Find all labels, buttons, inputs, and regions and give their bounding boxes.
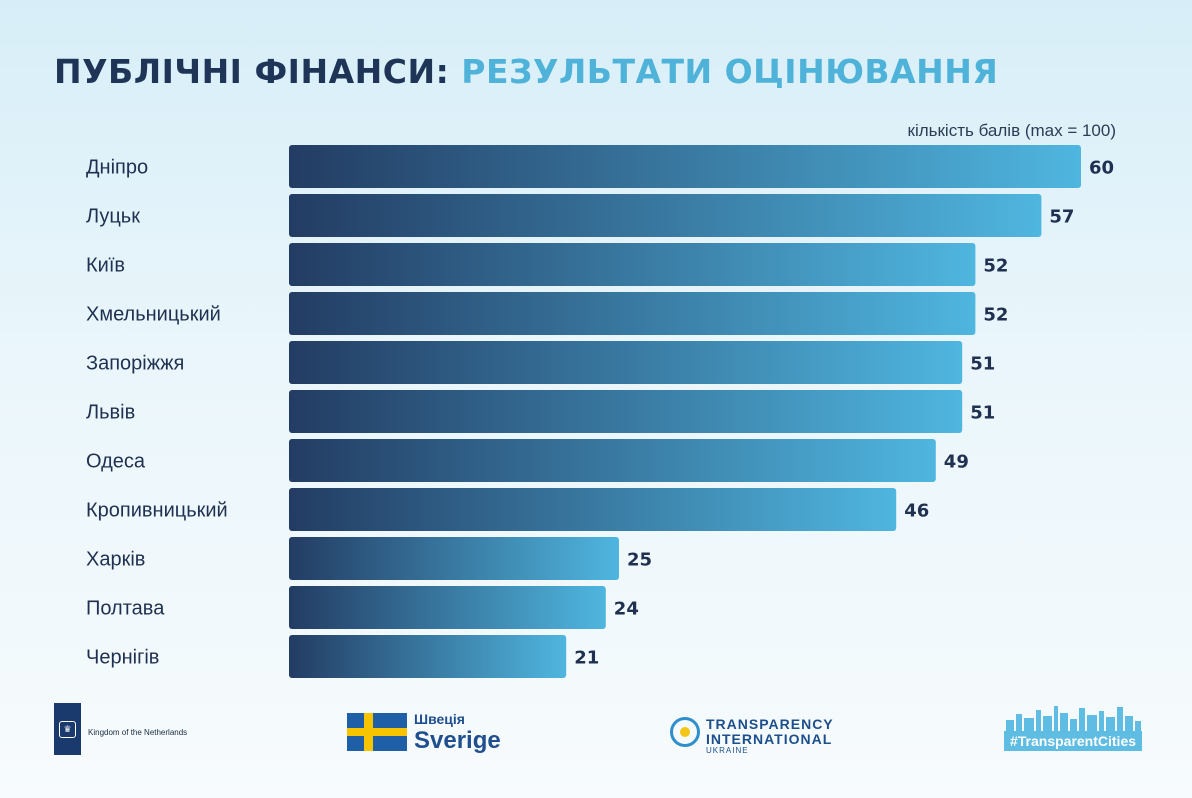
bar [289, 439, 936, 482]
data-label: 51 [970, 403, 995, 424]
category-label: Дніпро [86, 157, 148, 179]
data-label: 49 [944, 452, 969, 473]
city-skyline-icon [1006, 706, 1141, 732]
data-label: 57 [1049, 207, 1074, 228]
bar [289, 145, 1081, 188]
ti-logo-line3: UKRAINE [706, 746, 749, 755]
sweden-logo-small: Швеція [414, 711, 465, 727]
transparency-international-icon [670, 717, 700, 747]
bar [289, 194, 1042, 237]
unit-label: кількість балів (max = 100) [907, 121, 1117, 140]
bar [289, 292, 976, 335]
ti-logo-line2: INTERNATIONAL [706, 731, 833, 747]
category-label: Хмельницький [86, 304, 221, 326]
bar [289, 341, 963, 384]
data-label: 60 [1089, 158, 1114, 179]
bar [289, 488, 897, 531]
sweden-logo-big: Sverige [414, 727, 501, 754]
category-label: Луцьк [86, 206, 140, 228]
category-label: Львів [86, 402, 135, 424]
data-label: 51 [970, 354, 995, 375]
category-label: Кропивницький [86, 500, 228, 522]
category-label: Чернігів [86, 647, 159, 669]
bar [289, 586, 606, 629]
category-label: Одеса [86, 451, 146, 473]
data-label: 24 [614, 599, 639, 620]
category-label: Полтава [86, 598, 165, 620]
data-label: 46 [904, 501, 929, 522]
sweden-flag-icon [347, 713, 407, 751]
data-label: 52 [983, 256, 1008, 277]
netherlands-emblem-icon: ♛ [54, 703, 81, 755]
data-label: 25 [627, 550, 652, 571]
bar [289, 243, 976, 286]
data-label: 52 [983, 305, 1008, 326]
chart-title: ПУБЛІЧНІ ФІНАНСИ: РЕЗУЛЬТАТИ ОЦІНЮВАННЯ [54, 52, 998, 91]
bar [289, 537, 619, 580]
data-label: 21 [574, 648, 599, 669]
bar [289, 635, 567, 678]
transparent-cities-hashtag: #TransparentCities [1004, 731, 1142, 751]
title-part-2: РЕЗУЛЬТАТИ ОЦІНЮВАННЯ [461, 52, 999, 91]
category-label: Київ [86, 255, 125, 277]
category-label: Харків [86, 549, 145, 571]
title-part-1: ПУБЛІЧНІ ФІНАНСИ: [54, 52, 450, 91]
bar [289, 390, 963, 433]
ti-logo-line1: TRANSPARENCY [706, 716, 834, 732]
category-label: Запоріжжя [86, 353, 184, 375]
netherlands-logo-text: Kingdom of the Netherlands [88, 728, 188, 737]
